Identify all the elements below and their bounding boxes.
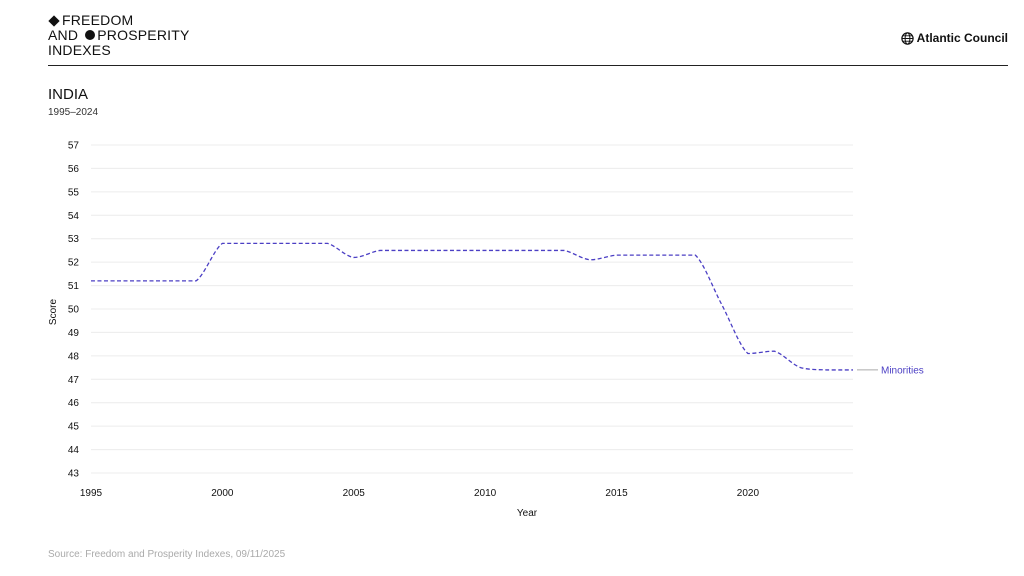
brand-name: Atlantic Council xyxy=(916,31,1008,45)
source-note: Source: Freedom and Prosperity Indexes, … xyxy=(48,549,286,560)
x-tick-label: 2000 xyxy=(211,488,234,499)
y-tick-label: 49 xyxy=(68,328,80,339)
x-tick-label: 2015 xyxy=(605,488,628,499)
fpi-logo[interactable]: FREEDOM AND PROSPERITY INDEXES xyxy=(48,13,190,58)
grid-lines xyxy=(91,144,853,474)
chart-subtitle: 1995–2024 xyxy=(48,107,99,118)
x-tick-label: 2020 xyxy=(737,488,760,499)
x-axis-label: Year xyxy=(517,508,538,519)
series-line-minorities[interactable] xyxy=(90,242,853,371)
y-axis-ticks: 43 44 45 46 47 48 49 50 51 52 53 54 55 56 57 xyxy=(68,141,80,480)
y-tick-label: 52 xyxy=(68,258,80,269)
x-tick-label: 2010 xyxy=(474,488,497,499)
y-tick-label: 43 xyxy=(68,469,80,480)
logo-line-2b: PROSPERITY xyxy=(97,27,190,43)
header: FREEDOM AND PROSPERITY INDEXES Atlantic … xyxy=(48,13,1008,66)
globe-icon xyxy=(900,31,914,45)
atlantic-council-brand[interactable]: Atlantic Council xyxy=(900,31,1008,45)
y-tick-label: 51 xyxy=(68,281,80,292)
y-tick-label: 54 xyxy=(68,211,80,222)
logo-line-2a: AND xyxy=(48,27,79,43)
chart-title: INDIA xyxy=(48,86,89,103)
x-tick-label: 1995 xyxy=(80,488,103,499)
y-axis-label: Score xyxy=(48,299,59,326)
y-tick-label: 53 xyxy=(68,234,80,245)
y-tick-label: 56 xyxy=(68,164,80,175)
x-axis-ticks: 1995 2000 2005 2010 2015 2020 xyxy=(80,488,760,499)
y-tick-label: 48 xyxy=(68,351,80,362)
series-label: Minorities xyxy=(881,365,924,376)
y-tick-label: 50 xyxy=(68,305,80,316)
y-tick-label: 44 xyxy=(68,445,80,456)
logo-line-1: FREEDOM xyxy=(62,12,134,28)
circle-icon xyxy=(85,30,96,41)
y-tick-label: 55 xyxy=(68,187,80,198)
y-tick-label: 57 xyxy=(68,141,80,152)
y-tick-label: 47 xyxy=(68,375,80,386)
y-tick-label: 46 xyxy=(68,398,80,409)
x-tick-label: 2005 xyxy=(343,488,366,499)
logo-line-3: INDEXES xyxy=(48,42,111,58)
y-tick-label: 45 xyxy=(68,422,80,433)
series-group: Minorities xyxy=(90,242,924,376)
